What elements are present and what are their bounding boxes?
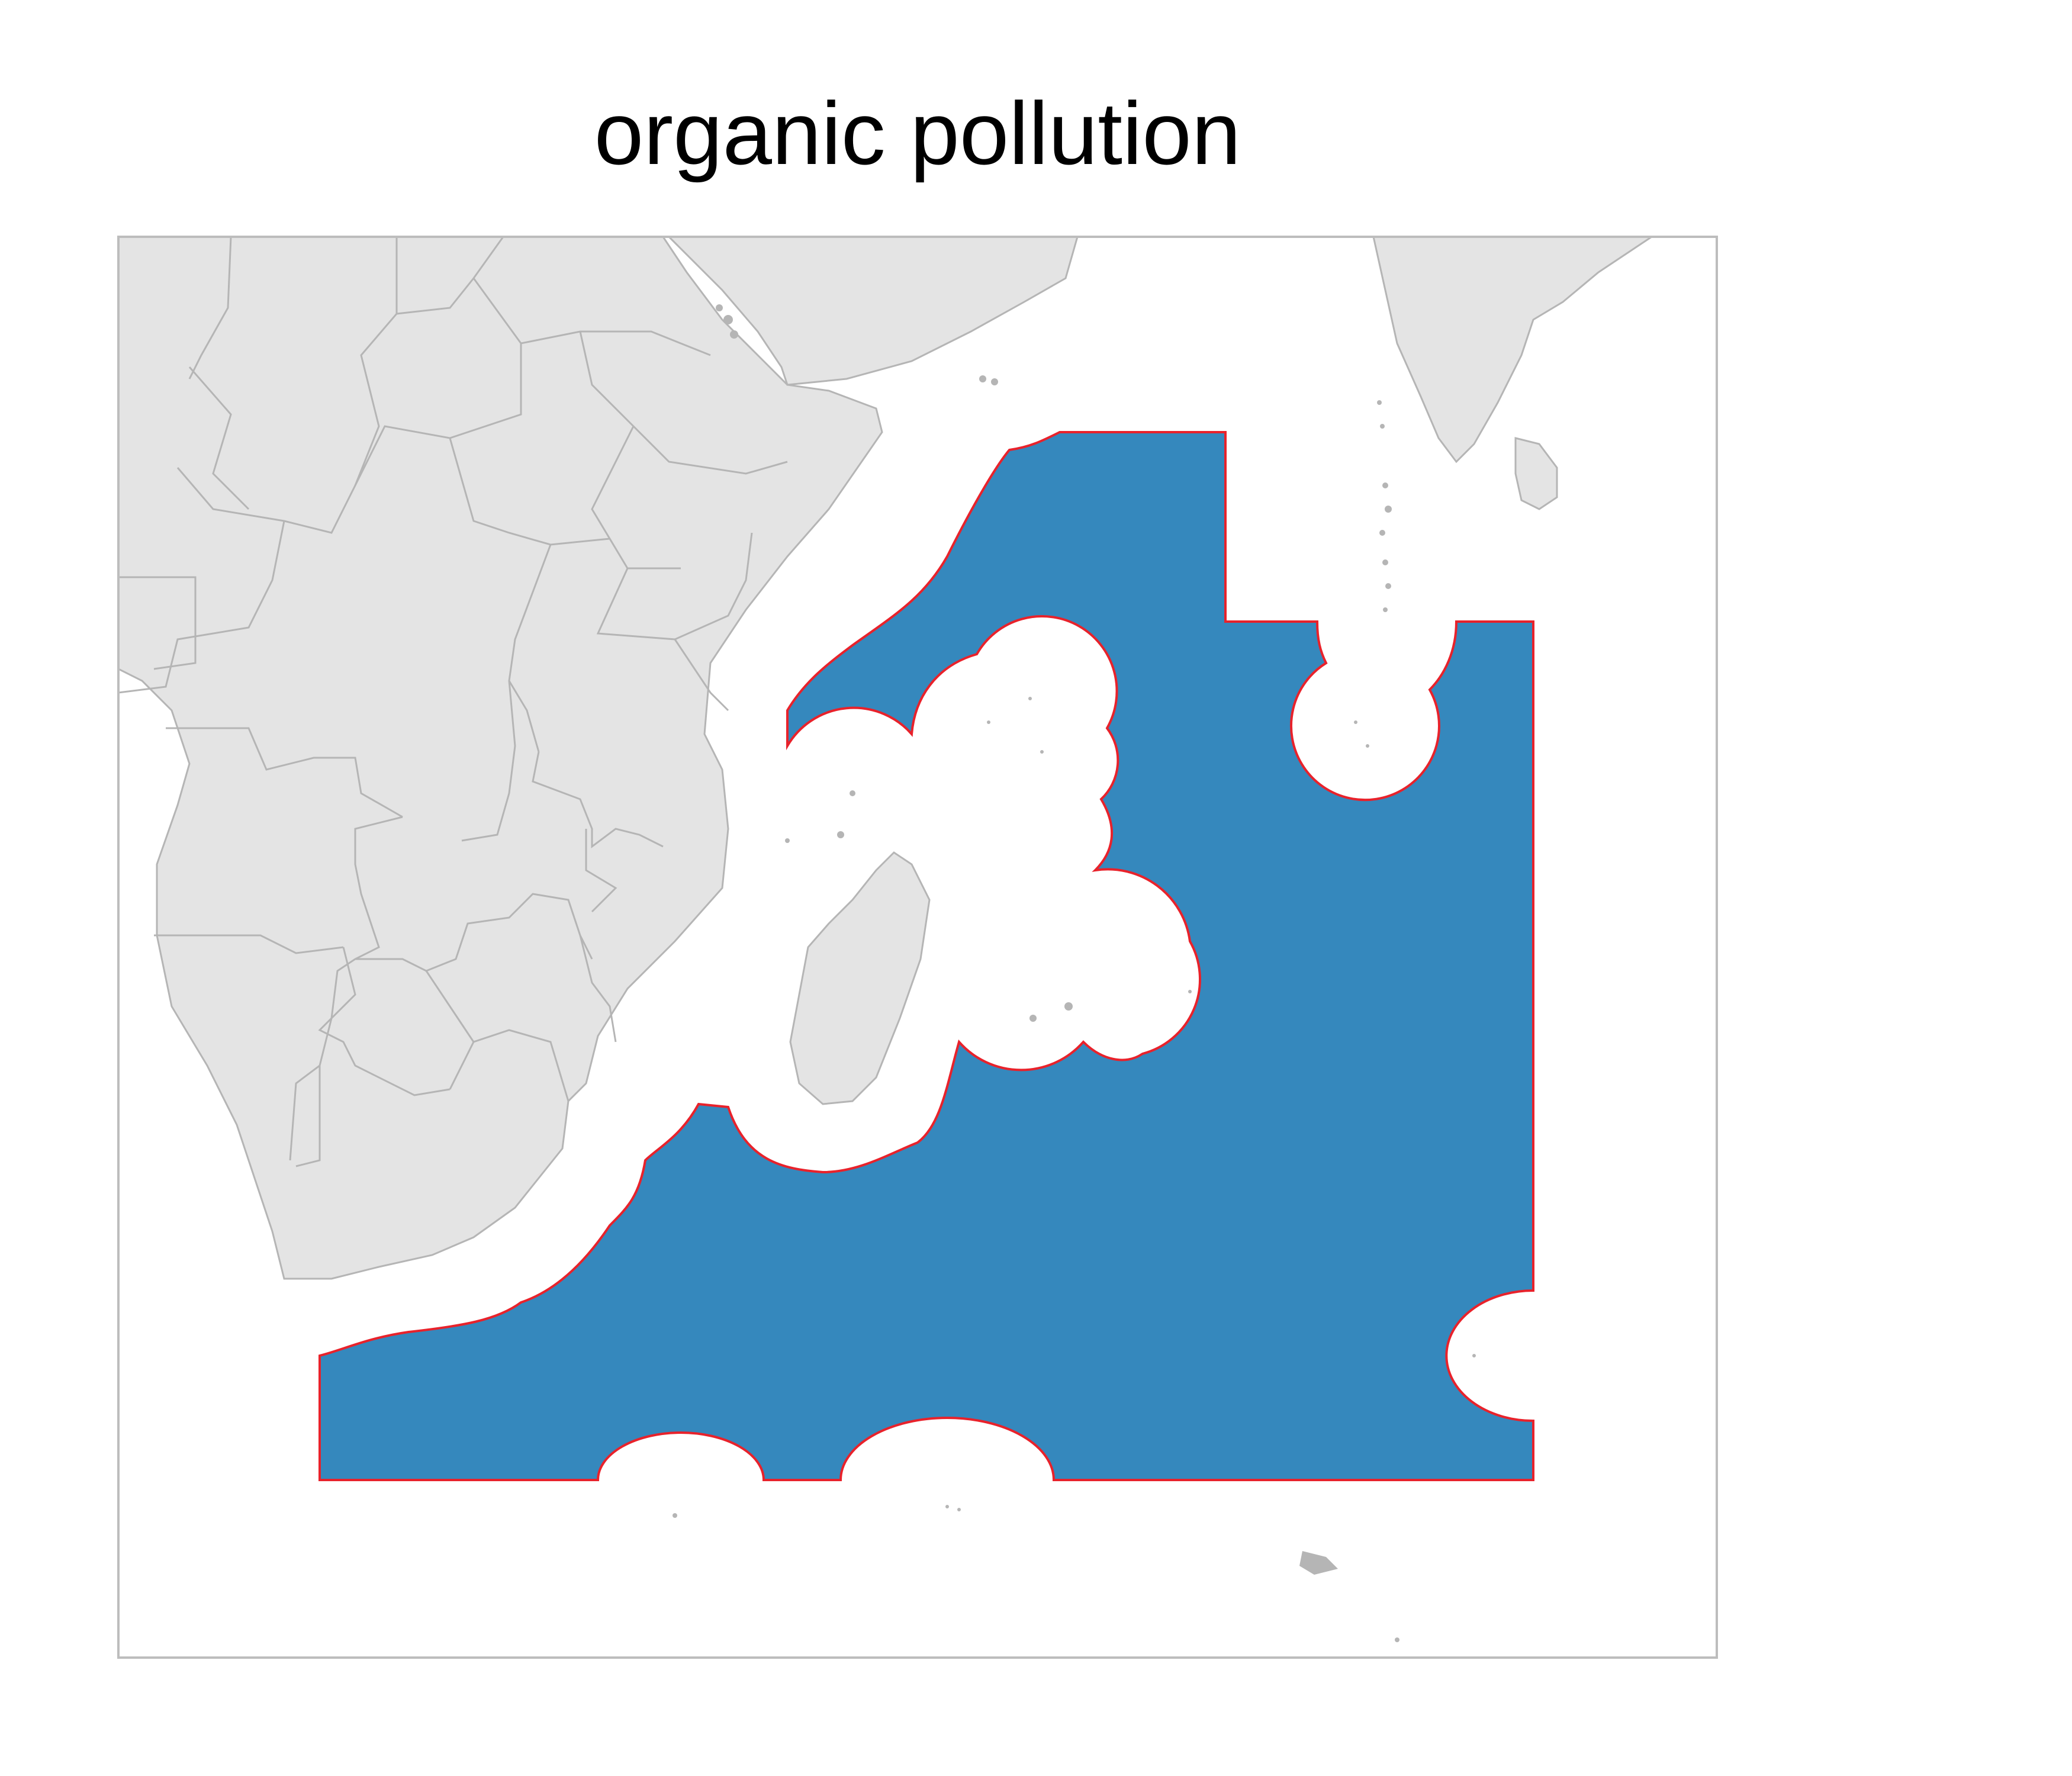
island-dots bbox=[673, 304, 1476, 1642]
madagascar-landmass bbox=[789, 851, 931, 1105]
organic-pollution-zone bbox=[318, 431, 1534, 1481]
india-landmass bbox=[1372, 237, 1653, 464]
sri-lanka-landmass bbox=[1514, 437, 1558, 510]
map-frame bbox=[117, 236, 1718, 1659]
country-borders bbox=[118, 237, 788, 1167]
arabia-landmass bbox=[667, 237, 1079, 386]
map-title: organic pollution bbox=[594, 83, 1241, 183]
africa-landmass bbox=[118, 237, 883, 1280]
